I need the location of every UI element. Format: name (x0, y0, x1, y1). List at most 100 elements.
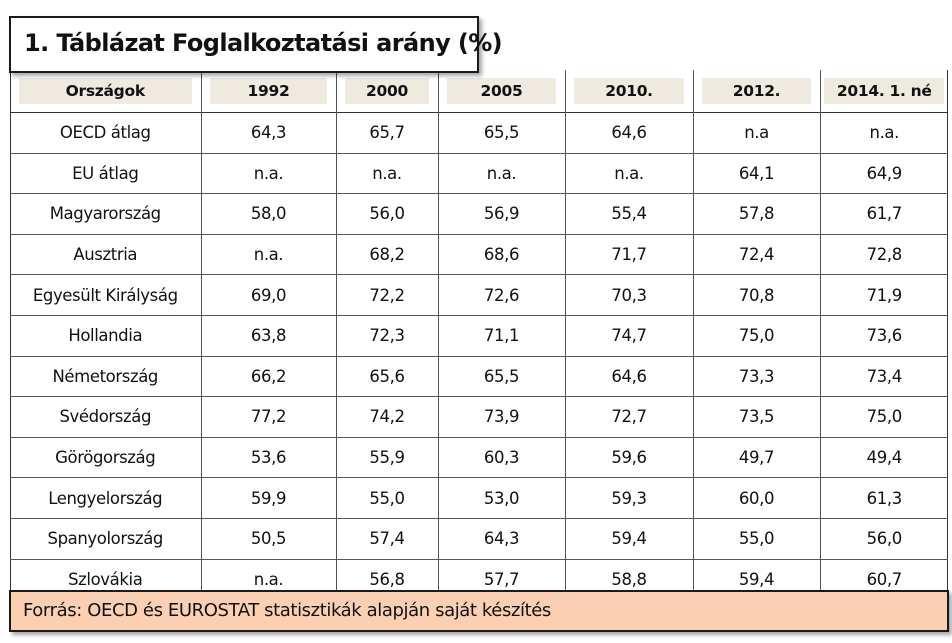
table-row: Ausztria n.a. 68,2 68,6 71,7 72,4 72,8 (10, 233, 948, 275)
value-cell: n.a. (335, 152, 438, 194)
value-cell: 68,6 (437, 233, 565, 275)
source-note: Forrás: OECD és EUROSTAT statisztikák al… (23, 600, 551, 621)
value-cell: 75,0 (819, 396, 948, 438)
value-cell: 57,8 (692, 193, 820, 235)
table-row: Egyesült Királyság 69,0 72,2 72,6 70,3 70,8 71… (10, 274, 948, 316)
table-row: Hollandia 63,8 72,3 71,1 74,7 75,0 73,6 (10, 314, 948, 357)
value-cell: 55,4 (564, 193, 693, 235)
value-cell: 55,0 (692, 517, 820, 560)
value-cell: 73,3 (692, 355, 820, 397)
value-cell: 69,0 (200, 274, 336, 316)
table-title-box: 1. Táblázat Foglalkoztatási arány (%) (9, 16, 503, 73)
value-cell: 50,5 (200, 517, 336, 560)
value-cell: 64,9 (819, 152, 948, 194)
value-cell: 56,9 (437, 193, 565, 235)
value-cell: 65,5 (437, 355, 565, 397)
value-cell: 73,9 (437, 396, 565, 438)
value-cell: 74,2 (335, 396, 438, 438)
value-cell: 72,6 (437, 274, 565, 316)
column-header-label: 2012. (702, 78, 811, 104)
value-cell: 59,6 (564, 436, 693, 478)
value-cell: 56,0 (819, 517, 948, 560)
table-header-row: Országok 1992 2000 2005 2010. 2012. 2014. 1. n… (10, 70, 948, 113)
column-header-1: 1992 (200, 70, 336, 113)
country-cell: Hollandia (10, 314, 201, 357)
value-cell: 59,9 (200, 477, 336, 519)
value-cell: 55,0 (335, 477, 438, 519)
value-cell: 59,3 (564, 477, 693, 519)
value-cell: 72,4 (692, 233, 820, 275)
value-cell: 64,3 (200, 112, 336, 154)
column-header-0: Országok (10, 70, 201, 113)
value-cell: 68,2 (335, 233, 438, 275)
country-cell: Spanyolország (10, 517, 201, 560)
table-row: Németország 66,2 65,6 65,5 64,6 73,3 73,4 (10, 355, 948, 397)
value-cell: n.a. (200, 233, 336, 275)
country-cell: Svédország (10, 396, 201, 438)
value-cell: 73,5 (692, 396, 820, 438)
value-cell: 57,4 (335, 517, 438, 560)
value-cell: 60,3 (437, 436, 565, 478)
table-row: Svédország 77,2 74,2 73,9 72,7 73,5 75,0 (10, 396, 948, 438)
value-cell: 72,7 (564, 396, 693, 438)
column-header-label: Országok (18, 78, 192, 104)
value-cell: 56,0 (335, 193, 438, 235)
value-cell: 60,0 (692, 477, 820, 519)
value-cell: 72,2 (335, 274, 438, 316)
employment-rate-table: Országok 1992 2000 2005 2010. 2012. 2014. 1. n… (10, 70, 948, 600)
country-cell: OECD átlag (10, 112, 201, 154)
value-cell: 59,4 (564, 517, 693, 560)
column-header-5: 2012. (692, 70, 820, 113)
value-cell: 65,6 (335, 355, 438, 397)
value-cell: 72,3 (335, 314, 438, 357)
country-cell: Magyarország (10, 193, 201, 235)
column-header-label: 2014. 1. né (824, 78, 945, 104)
value-cell: 53,0 (437, 477, 565, 519)
value-cell: 64,1 (692, 152, 820, 194)
column-header-label: 2005 (447, 78, 556, 104)
value-cell: 63,8 (200, 314, 336, 357)
table-row: Lengyelország 59,9 55,0 53,0 59,3 60,0 61,3 (10, 477, 948, 519)
value-cell: n.a. (819, 112, 948, 154)
value-cell: 55,9 (335, 436, 438, 478)
column-header-label: 2010. (574, 78, 684, 104)
column-header-2: 2000 (335, 70, 438, 113)
value-cell: 49,7 (692, 436, 820, 478)
value-cell: 70,3 (564, 274, 693, 316)
country-cell: EU átlag (10, 152, 201, 194)
value-cell: 71,9 (819, 274, 948, 316)
table-row: OECD átlag 64,3 65,7 65,5 64,6 n.a n.a. (10, 112, 948, 154)
column-header-6: 2014. 1. né (819, 70, 948, 113)
value-cell: 64,6 (564, 355, 693, 397)
country-cell: Németország (10, 355, 201, 397)
value-cell: 65,7 (335, 112, 438, 154)
value-cell: 61,7 (819, 193, 948, 235)
value-cell: 61,3 (819, 477, 948, 519)
value-cell: n.a. (200, 152, 336, 194)
value-cell: 74,7 (564, 314, 693, 357)
column-header-3: 2005 (437, 70, 565, 113)
value-cell: 75,0 (692, 314, 820, 357)
value-cell: 70,8 (692, 274, 820, 316)
value-cell: 73,4 (819, 355, 948, 397)
table-row: EU átlag n.a. n.a. n.a. n.a. 64,1 64,9 (10, 152, 948, 194)
value-cell: n.a. (564, 152, 693, 194)
table-row: Spanyolország 50,5 57,4 64,3 59,4 55,0 56,0 (10, 517, 948, 560)
value-cell: 49,4 (819, 436, 948, 478)
table-body: OECD átlag 64,3 65,7 65,5 64,6 n.a n.a. EU átla… (10, 112, 948, 600)
value-cell: 64,3 (437, 517, 565, 560)
value-cell: 72,8 (819, 233, 948, 275)
country-cell: Görögország (10, 436, 201, 478)
value-cell: n.a. (437, 152, 565, 194)
table-row: Magyarország 58,0 56,0 56,9 55,4 57,8 61,7 (10, 193, 948, 235)
value-cell: 77,2 (200, 396, 336, 438)
value-cell: 64,6 (564, 112, 693, 154)
value-cell: 71,7 (564, 233, 693, 275)
column-header-4: 2010. (564, 70, 693, 113)
country-cell: Ausztria (10, 233, 201, 275)
value-cell: 73,6 (819, 314, 948, 357)
value-cell: 65,5 (437, 112, 565, 154)
value-cell: 53,6 (200, 436, 336, 478)
country-cell: Egyesült Királyság (10, 274, 201, 316)
column-header-label: 2000 (345, 78, 429, 104)
